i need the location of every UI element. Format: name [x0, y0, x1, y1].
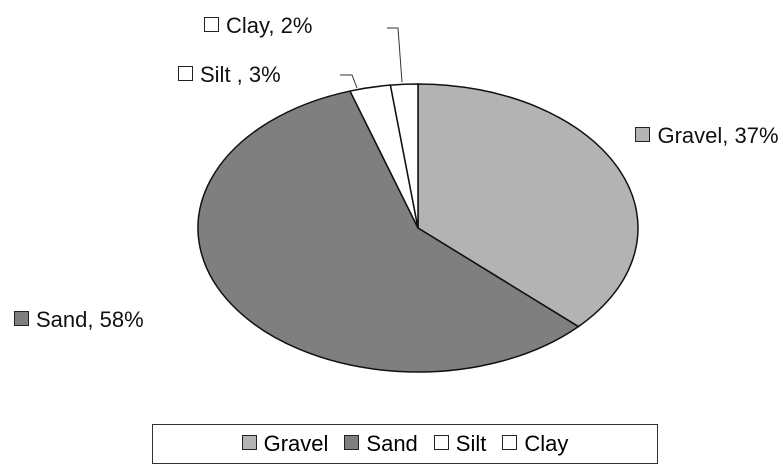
label-text: Sand, 58% [36, 307, 144, 332]
legend-entry: Gravel [241, 431, 329, 457]
legend-entry: Silt [433, 431, 487, 457]
legend-key [241, 435, 257, 450]
label-key [178, 66, 193, 81]
legend-entry: Clay [502, 431, 568, 457]
pie-slice [197, 90, 580, 373]
data-label: Gravel, 37% [632, 122, 782, 150]
legend-text: Clay [524, 431, 569, 456]
data-label: Clay, 2% [204, 12, 312, 40]
pie-slice [417, 83, 639, 328]
data-label: Sand, 58% [14, 306, 144, 334]
pie-slice [389, 83, 419, 229]
leader-line [387, 27, 403, 83]
legend-entry: Sand [344, 431, 418, 457]
data-label: Silt , 3% [178, 61, 281, 89]
label-text: Clay, 2% [226, 13, 313, 38]
leader-line [340, 74, 358, 89]
label-key [635, 127, 651, 142]
legend: Gravel Sand Silt Clay [152, 424, 658, 464]
legend-key [502, 435, 518, 450]
legend-key [344, 435, 360, 450]
label-key [14, 311, 29, 326]
legend-text: Silt [455, 431, 487, 456]
legend-text: Sand [366, 431, 418, 456]
label-text: Gravel, 37% [657, 123, 779, 148]
legend-key [433, 435, 449, 450]
label-key [204, 17, 219, 32]
label-text: Silt , 3% [200, 62, 281, 87]
legend-text: Gravel [263, 431, 329, 456]
